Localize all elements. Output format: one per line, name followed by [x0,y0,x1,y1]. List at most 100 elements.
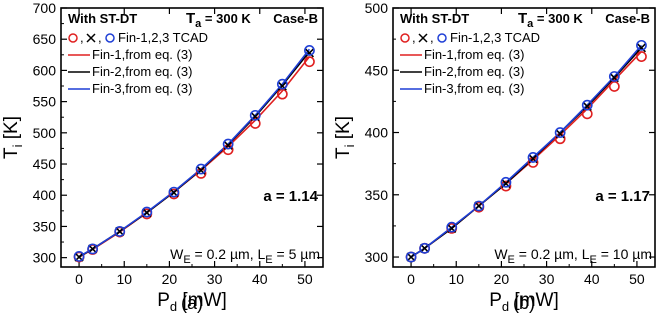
tcad-point-fin-3 [249,109,261,121]
legend-label-fin-1: Fin-1,from eq. (3) [424,47,524,62]
x-axis-label: Pd [mW] [157,290,227,314]
y-tick-label: 450 [365,62,389,78]
legend-marker-fin-1 [68,33,78,43]
geometry-l-value: = 5 µm [273,246,320,262]
legend: ,, Fin-1,2,3 TCAD Fin-1,from eq. (3) Fin-2,… [400,30,540,96]
geometry-l: L [582,246,590,262]
geometry-w-sub: E [183,254,190,266]
fit-exponent-label: a = 1.17 [595,188,650,205]
legend-label-tcad: Fin-1,2,3 TCAD [450,30,540,45]
legend-marker-fin-2 [86,33,96,43]
y-tick-label: 400 [33,187,57,203]
tcad-point-fin-3 [87,243,99,255]
x-tick-label: 0 [75,271,83,287]
tcad-point-fin-1 [500,180,512,192]
y-axis-label-main: T [1,147,22,159]
legend-label-fin-3: Fin-3,from eq. (3) [92,81,192,96]
legend-marker-fin-2 [418,33,428,43]
tcad-point-fin-3 [114,226,126,237]
tcad-point-fin-3 [500,176,512,188]
y-tick-label: 350 [365,187,389,203]
series-line-fin-3 [78,48,311,258]
geometry-w-value: = 0.2 µm, [515,246,582,262]
legend-label-fin-3: Fin-3,from eq. (3) [424,81,524,96]
geometry-l-value: = 10 µm [597,246,652,262]
geometry-w-value: = 0.2 µm, [191,246,258,262]
y-tick-label: 500 [365,0,389,16]
x-tick-label: 50 [297,271,313,287]
header-temp-sub: a [195,18,202,30]
tcad-point-fin-3 [304,45,315,56]
x-axis-label-sub: d [170,299,177,314]
header-condition: With ST-DT [400,11,469,26]
tcad-point-fin-2 [115,226,125,236]
legend-marker-fin-3 [437,33,447,43]
y-axis-label: Ti [K] [333,116,357,159]
geometry-l-sub: E [590,254,597,266]
legend-comma: , [412,30,416,45]
tcad-point-fin-3 [276,78,288,90]
tcad-point-fin-3 [419,242,431,254]
header-temp-symbol: T [518,10,527,27]
header-temp-value: = 300 K [201,11,251,26]
tcad-point-fin-3 [446,221,458,233]
tcad-point-fin-3 [222,138,234,150]
y-tick-label: 700 [33,0,57,16]
geometry-label: WE = 0.2 µm, LE = 5 µm [170,246,320,266]
tcad-point-fin-3 [195,163,207,175]
tcad-point-fin-3 [141,206,153,218]
legend-comma: , [430,30,434,45]
tcad-point-fin-3 [473,200,485,212]
x-axis-label-unit: [mW] [177,290,227,311]
tcad-point-fin-3 [73,250,85,262]
y-axis-label: Ti [K] [1,116,25,159]
series-line-fin-2 [410,47,642,258]
y-tick-label: 300 [365,249,389,265]
header-temperature: Ta = 300 K [186,10,251,30]
legend-label-tcad: Fin-1,2,3 TCAD [118,30,208,45]
tcad-point-fin-2 [474,201,484,211]
tcad-point-fin-3 [608,71,620,82]
fit-exponent-label: a = 1.14 [263,188,318,205]
tcad-point-fin-3 [168,186,180,198]
legend-comma: , [80,30,84,45]
y-axis-label-unit: [K] [1,116,22,145]
tcad-point-fin-2 [420,243,430,253]
x-tick-label: 40 [584,271,600,287]
y-tick-label: 500 [33,125,57,141]
x-tick-label: 30 [539,271,555,287]
tcad-point-fin-2 [636,43,647,53]
geometry-label: WE = 0.2 µm, LE = 10 µm [494,246,652,266]
x-tick-label: 30 [207,271,223,287]
y-tick-label: 350 [33,218,57,234]
x-tick-label: 40 [252,271,268,287]
y-axis-label-main: T [333,147,354,159]
tcad-point-fin-3 [554,127,566,138]
tcad-point-fin-1 [636,51,647,62]
x-axis-label-main: P [489,290,502,311]
y-tick-label: 450 [33,156,57,172]
x-tick-label: 10 [116,271,132,287]
legend-label-fin-1: Fin-1,from eq. (3) [92,47,192,62]
x-axis-label-sub: d [502,299,509,314]
legend-marker-fin-3 [105,33,115,43]
header-case: Case-B [605,11,650,26]
tcad-point-fin-1 [249,118,261,129]
geometry-l: L [258,246,266,262]
y-tick-label: 400 [365,125,389,141]
y-tick-label: 600 [33,62,57,78]
tcad-point-fin-2 [406,252,416,262]
tcad-point-fin-1 [195,167,207,179]
geometry-w: W [170,246,184,262]
header-temperature: Ta = 300 K [518,10,583,30]
header-condition: With ST-DT [68,11,137,26]
panel-label: (b) [513,293,535,313]
geometry-w: W [494,246,508,262]
tcad-point-fin-3 [581,99,593,111]
chart-panel-2: 0 10 20 30 40 50 300 350 400 450 500 Pd [mW] Ti [K] (… [333,0,656,314]
tcad-point-fin-2 [304,48,315,58]
tcad-point-fin-3 [405,251,417,263]
tcad-point-fin-3 [636,39,647,51]
header-temp-symbol: T [186,10,195,27]
